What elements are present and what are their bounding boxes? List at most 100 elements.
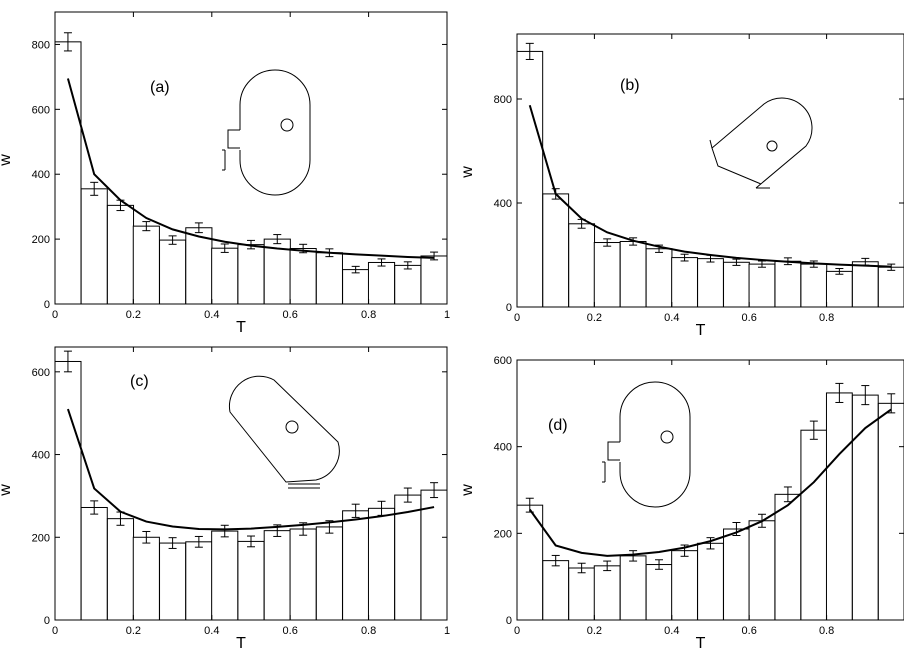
error-bar: [835, 382, 844, 403]
y-tick-label: 200: [494, 528, 512, 540]
error-bar: [168, 235, 177, 245]
histogram-bar: [367, 507, 396, 621]
x-tick-label: 0: [514, 625, 520, 637]
lead-outer: [607, 441, 620, 461]
y-tick-label: 400: [32, 450, 50, 462]
histogram-bar: [263, 530, 291, 621]
histogram-bar: [723, 261, 750, 308]
histogram-bar: [420, 489, 448, 621]
histogram-bar: [211, 247, 239, 305]
x-tick-label: 1: [444, 625, 450, 637]
histogram-bar: [237, 540, 265, 621]
error-bar: [90, 181, 99, 196]
y-tick-label: 400: [32, 169, 50, 181]
stadium-outline: [711, 97, 813, 189]
error-bar: [90, 500, 99, 515]
panel-label: (a): [150, 79, 170, 96]
histogram-bar: [697, 258, 724, 308]
error-bar: [629, 550, 638, 562]
histogram-bar: [645, 564, 673, 621]
chart-panel-b: 0 0.2 0.4 0.6 0.8 0 400 800 Tw (b): [459, 33, 904, 339]
x-axis-title: T: [236, 635, 246, 650]
x-tick-label: 0.2: [587, 625, 602, 637]
geometry-inset-icon: [602, 381, 691, 508]
chart-panel-d: 0 0.2 0.4 0.6 0.8 0 200 400 600 Tw (d): [459, 355, 904, 650]
x-tick-label: 0.4: [664, 625, 679, 637]
error-bar: [220, 243, 229, 253]
fit-curve: [66, 408, 435, 531]
fit-curve: [528, 104, 892, 268]
error-bar: [603, 560, 612, 572]
histogram-bar: [697, 542, 724, 621]
x-tick-label: 0.8: [819, 312, 834, 324]
histogram-bar: [342, 269, 370, 305]
lead-outer: [227, 129, 240, 149]
histogram-bar: [132, 225, 160, 305]
y-tick-label: 200: [32, 234, 50, 246]
histogram-bar: [671, 257, 698, 308]
histogram-bar: [593, 565, 621, 621]
stadium-outline: [239, 69, 311, 196]
error-bar: [861, 385, 870, 406]
x-axis-title: T: [236, 319, 246, 336]
y-tick-label: 0: [506, 302, 512, 314]
histogram-bar: [159, 239, 187, 305]
y-axis-title: w: [0, 484, 14, 497]
y-tick-label: 200: [32, 532, 50, 544]
x-tick-label: 0.8: [819, 625, 834, 637]
x-axis-title: T: [696, 635, 706, 650]
scatterer-circle: [285, 420, 299, 434]
histogram-bar: [619, 240, 647, 308]
panel-label: (d): [548, 417, 568, 434]
error-bar: [577, 562, 586, 574]
error-bar: [377, 258, 386, 267]
x-tick-label: 0: [52, 309, 58, 321]
histogram-bar: [54, 360, 82, 621]
chart-panel-c: 0 0.2 0.4 0.6 0.8 1 0 200 400 600 Tw (c): [0, 346, 450, 650]
x-tick-label: 0.4: [664, 312, 679, 324]
error-bar: [887, 263, 896, 271]
histogram-bar: [877, 266, 904, 308]
histogram-bar: [289, 248, 317, 305]
histogram-bar: [825, 392, 853, 621]
histogram-bar: [315, 252, 343, 305]
error-bar: [220, 524, 229, 538]
lead-edge: [709, 139, 770, 189]
x-tick-label: 0.8: [361, 625, 376, 637]
histogram-bar: [132, 536, 160, 621]
histogram-bar: [825, 270, 853, 308]
error-bar: [603, 238, 612, 247]
error-bar: [430, 482, 439, 499]
y-tick-label: 800: [494, 94, 512, 106]
histogram-bar: [159, 542, 187, 621]
error-bar: [680, 253, 689, 262]
scatterer-circle: [766, 140, 778, 152]
scatterer-circle: [280, 118, 294, 132]
error-bar: [403, 487, 412, 503]
stadium-outline: [228, 375, 340, 483]
lead-inner: [222, 149, 226, 171]
histogram-bar: [342, 510, 370, 621]
histogram-bar: [800, 429, 828, 621]
histogram-bar: [185, 541, 213, 621]
x-tick-label: 0.2: [126, 625, 141, 637]
histogram-bar: [542, 560, 570, 621]
error-bar: [403, 261, 412, 270]
x-tick-label: 0.8: [361, 309, 376, 321]
histogram-bar: [289, 528, 317, 621]
y-axis-title: w: [459, 166, 476, 179]
error-bar: [194, 222, 203, 234]
histogram-bar: [877, 402, 904, 621]
y-tick-label: 0: [506, 615, 512, 627]
chart-panel-a: 0 0.2 0.4 0.6 0.8 1 0 200 400 600 800 Tw (a): [0, 11, 450, 336]
geometry-inset-icon: [709, 97, 813, 189]
error-bar: [351, 265, 360, 274]
error-bar: [655, 559, 664, 570]
y-axis-title: w: [0, 154, 14, 167]
geometry-inset-icon: [228, 375, 340, 489]
error-bar: [142, 530, 151, 544]
histogram-bar: [774, 260, 802, 308]
y-tick-label: 600: [32, 104, 50, 116]
histogram-bar: [80, 506, 108, 621]
scatterer-circle: [660, 430, 674, 444]
